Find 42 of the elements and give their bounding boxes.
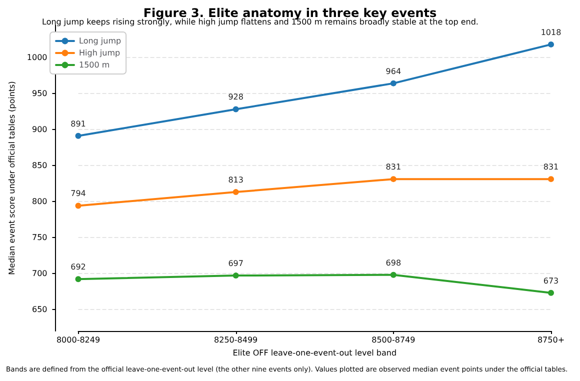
point — [548, 290, 554, 296]
data-label: 697 — [228, 259, 244, 268]
x-tick-label: 8000-8249 — [56, 336, 100, 344]
data-label: 1018 — [540, 28, 562, 37]
legend-label: High jump — [79, 48, 120, 58]
y-tick-label: 900 — [32, 124, 48, 134]
data-label: 831 — [386, 162, 402, 172]
point — [75, 276, 82, 282]
y-tick-label: 950 — [32, 88, 48, 98]
point — [548, 41, 554, 48]
point — [390, 80, 396, 86]
y-axis-title: Median event score under official tables (points) — [8, 81, 16, 275]
data-label: 794 — [70, 189, 86, 198]
y-tick-label: 700 — [32, 268, 48, 278]
x-tick-label: 8250-8499 — [214, 336, 258, 344]
data-label: 964 — [386, 66, 402, 76]
point — [390, 272, 396, 278]
point — [75, 132, 82, 139]
y-tick-label: 1000 — [26, 52, 48, 62]
data-label: 692 — [70, 262, 86, 272]
point — [232, 106, 239, 112]
x-tick-label: 8500-8749 — [372, 336, 416, 344]
legend-label: 1500 m — [79, 60, 110, 70]
x-tick-label: 8750+ — [537, 336, 565, 344]
point — [232, 272, 239, 279]
y-tick-label: 750 — [32, 232, 48, 242]
point — [548, 176, 554, 182]
y-tick-label: 650 — [32, 304, 48, 314]
point — [232, 189, 239, 196]
chart-subtitle: Long jump keeps rising strongly, while high jump flattens and 1500 m remains broadly stable at the top end. — [42, 18, 478, 26]
x-axis-title: Elite OFF leave-one-event-out level band — [232, 348, 397, 358]
data-label: 928 — [228, 92, 244, 102]
data-label: 891 — [70, 119, 86, 128]
y-tick-label: 850 — [32, 160, 48, 170]
legend-label: Long jump — [79, 36, 122, 46]
data-label: 698 — [386, 258, 402, 268]
data-label: 673 — [543, 276, 559, 286]
point — [390, 176, 396, 182]
data-label: 831 — [543, 162, 559, 172]
point — [75, 202, 82, 209]
data-label: 813 — [228, 176, 244, 185]
y-tick-label: 800 — [32, 196, 48, 206]
